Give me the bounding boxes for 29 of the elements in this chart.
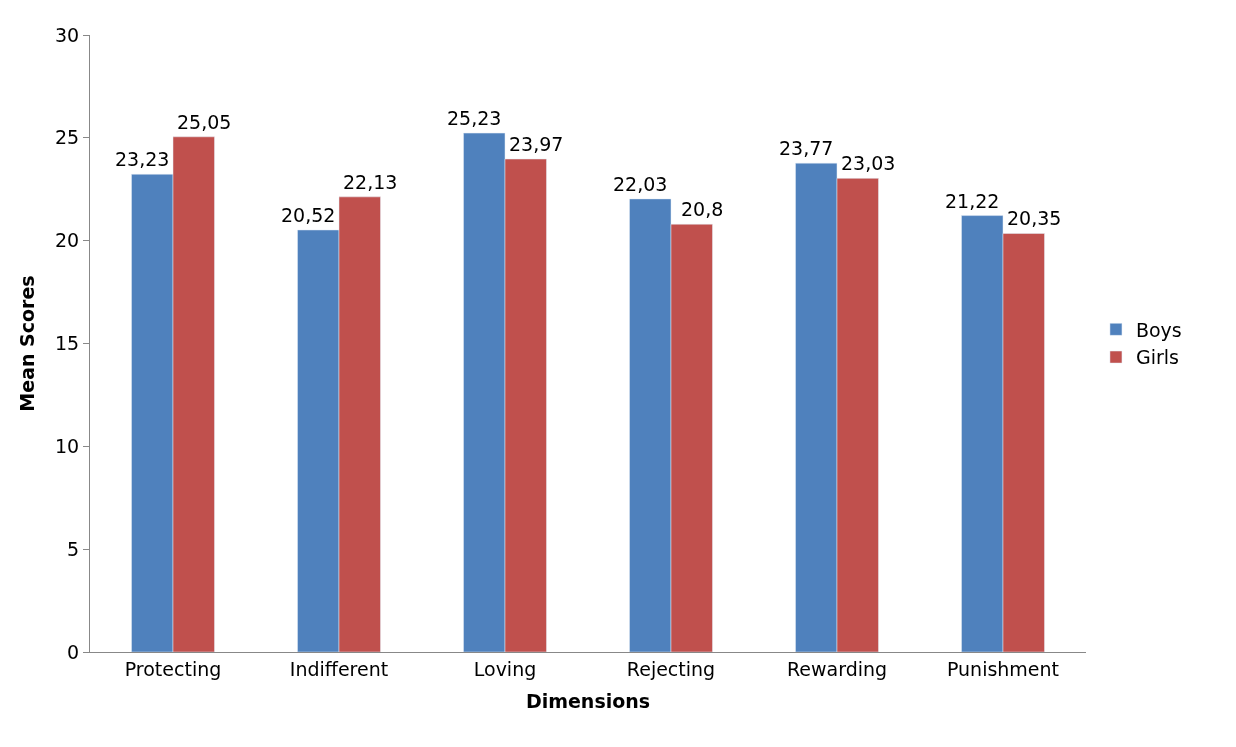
- data-label: 25,05: [177, 111, 232, 133]
- data-label: 22,13: [343, 171, 398, 193]
- data-label: 20,35: [1007, 207, 1062, 229]
- y-tick-label: 30: [55, 23, 80, 46]
- y-tick-label: 5: [67, 537, 80, 560]
- data-label: 23,97: [509, 133, 564, 155]
- x-tick-label: Rewarding: [786, 657, 888, 680]
- data-label: 23,77: [779, 137, 834, 159]
- x-tick-label: Indifferent: [289, 657, 389, 680]
- data-label: 21,22: [945, 190, 1000, 212]
- x-tick-label: Punishment: [946, 657, 1060, 680]
- data-label: 20,52: [281, 204, 336, 226]
- y-tick-label: 20: [55, 229, 80, 252]
- y-tick-label: 15: [55, 332, 80, 355]
- y-tick-label: 25: [55, 126, 80, 149]
- y-tick-label: 0: [67, 640, 80, 663]
- data-label: 25,23: [447, 107, 502, 129]
- legend-label: Girls: [1135, 346, 1179, 369]
- x-tick-label: Rejecting: [626, 657, 716, 680]
- x-axis-title: Dimensions: [525, 689, 651, 712]
- data-label: 20,8: [681, 198, 724, 220]
- x-tick-label: Protecting: [124, 657, 222, 680]
- y-tick-label: 10: [55, 434, 80, 457]
- legend-label: Boys: [1135, 318, 1182, 341]
- data-label: 23,23: [115, 148, 170, 170]
- y-axis-title: Mean Scores: [15, 275, 38, 412]
- x-tick-label: Loving: [473, 657, 537, 680]
- data-label: 22,03: [613, 173, 668, 195]
- data-label: 23,03: [841, 152, 896, 174]
